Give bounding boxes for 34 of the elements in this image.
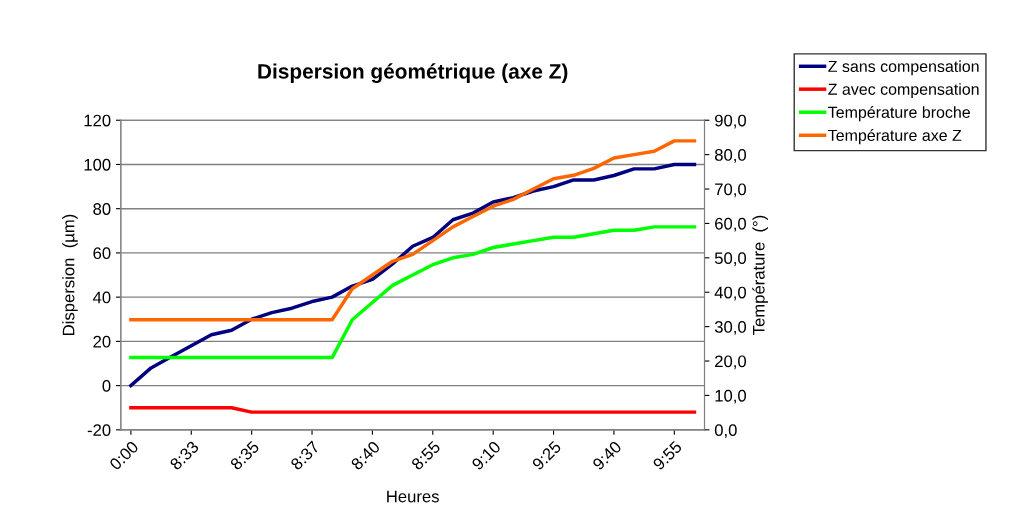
y-tick-label: 80	[93, 203, 111, 215]
y2-tick-label: 50,0	[714, 252, 747, 266]
x-tick-label: 8:40	[350, 440, 381, 471]
legend-label: Température axe Z	[828, 129, 962, 145]
y-tick-label: 20	[93, 335, 111, 348]
line-series	[129, 225, 697, 360]
x-tick-label: 0:00	[108, 440, 140, 471]
y2-tick-label: 30,0	[714, 321, 747, 335]
y-tick-label: 100	[84, 158, 111, 171]
y2-tick-label: 10,0	[715, 389, 747, 404]
y-tick-label: -20	[87, 424, 111, 437]
x-tick-label: 8:33	[169, 440, 200, 471]
y2-tick-label: 90,0	[715, 114, 747, 129]
y2-tick-label: 20,0	[715, 355, 747, 370]
y2-tick-label: 40,0	[714, 286, 747, 301]
chart-title: Dispersion géométrique (axe Z)	[258, 63, 568, 83]
y2-tick-label: 60,0	[715, 217, 747, 232]
y2-axis-title: Température (°)	[752, 215, 768, 335]
y-tick-label: 40	[92, 291, 111, 304]
y-axis-title: Dispersion (µm)	[62, 214, 78, 335]
y2-tick-label: 80,0	[714, 149, 747, 163]
y-tick-label: 120	[84, 114, 111, 127]
legend-label: Z sans compensation	[828, 60, 979, 76]
line-series	[129, 139, 697, 322]
y2-tick-label: 70,0	[715, 183, 747, 198]
y-tick-label: 60	[93, 247, 111, 260]
y2-tick-label: 0,0	[714, 424, 737, 438]
x-tick-label: 9:40	[591, 440, 623, 471]
legend-label: Température broche	[828, 106, 970, 122]
y-tick-label: 0	[102, 380, 111, 392]
legend-label: Z avec compensation	[828, 83, 979, 99]
line-series	[129, 162, 697, 388]
x-tick-label: 9:10	[471, 440, 502, 471]
x-axis-title: Heures	[387, 490, 439, 503]
